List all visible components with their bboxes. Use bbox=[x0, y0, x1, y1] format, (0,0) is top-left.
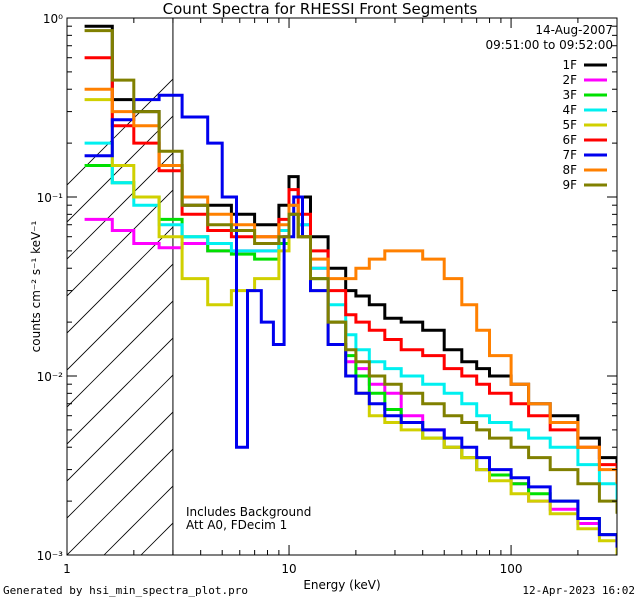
hatch-line bbox=[67, 374, 173, 482]
time-range-label: 09:51:00 to 09:52:00 bbox=[486, 38, 613, 52]
hatch-line bbox=[67, 189, 173, 297]
y-tick-label: 10⁰ bbox=[43, 12, 63, 26]
hatch-line bbox=[326, 18, 640, 555]
x-tick-label: 10 bbox=[281, 562, 296, 576]
date-label: 14-Aug-2007 bbox=[535, 23, 613, 37]
hatch-line bbox=[67, 78, 173, 186]
series-line-9F bbox=[84, 29, 617, 514]
timestamp-footer: 12-Apr-2023 16:02 bbox=[522, 584, 635, 597]
x-axis-label: Energy (keV) bbox=[303, 578, 380, 592]
legend-label-2F: 2F bbox=[562, 73, 577, 87]
legend-label-8F: 8F bbox=[562, 163, 577, 177]
series-line-3F bbox=[84, 164, 617, 548]
legend-label-1F: 1F bbox=[562, 58, 577, 72]
series-line-6F bbox=[84, 56, 617, 481]
y-axis-label: counts cm⁻² s⁻¹ keV⁻¹ bbox=[29, 220, 43, 352]
hatch-line bbox=[400, 18, 640, 555]
x-tick-label: 100 bbox=[500, 562, 523, 576]
hatch-line bbox=[103, 485, 173, 555]
hatch-line bbox=[289, 18, 640, 555]
y-tick-label: 10⁻¹ bbox=[37, 191, 64, 205]
hatch-line bbox=[67, 448, 173, 555]
hatch-line bbox=[67, 263, 173, 371]
hatch-line bbox=[585, 18, 640, 555]
hatch-line bbox=[67, 226, 173, 334]
x-tick-label: 1 bbox=[63, 562, 71, 576]
hatch-line bbox=[67, 411, 173, 519]
background-hatch bbox=[67, 18, 640, 555]
annotation-text: Att A0, FDecim 1 bbox=[186, 518, 287, 532]
chart-title: Count Spectra for RHESSI Front Segments bbox=[162, 0, 478, 18]
series-line-4F bbox=[84, 141, 617, 502]
hatch-line bbox=[622, 18, 640, 555]
series-line-7F bbox=[84, 93, 617, 548]
series-line-2F bbox=[84, 212, 617, 541]
annotation-text: Includes Background bbox=[186, 505, 311, 519]
legend-label-7F: 7F bbox=[562, 148, 577, 162]
series-line-8F bbox=[84, 87, 617, 484]
plot-frame bbox=[66, 17, 618, 556]
legend-label-6F: 6F bbox=[562, 133, 577, 147]
legend-label-3F: 3F bbox=[562, 88, 577, 102]
legend-label-9F: 9F bbox=[562, 178, 577, 192]
generated-by-footer: Generated by hsi_min_spectra_plot.pro bbox=[3, 584, 249, 597]
y-tick-label: 10⁻² bbox=[37, 370, 64, 384]
hatch-line bbox=[67, 300, 173, 408]
legend-label-4F: 4F bbox=[562, 103, 577, 117]
y-tick-label: 10⁻³ bbox=[37, 549, 64, 563]
series-group bbox=[84, 24, 617, 555]
legend-label-5F: 5F bbox=[562, 118, 577, 132]
hatch-line bbox=[437, 18, 640, 555]
